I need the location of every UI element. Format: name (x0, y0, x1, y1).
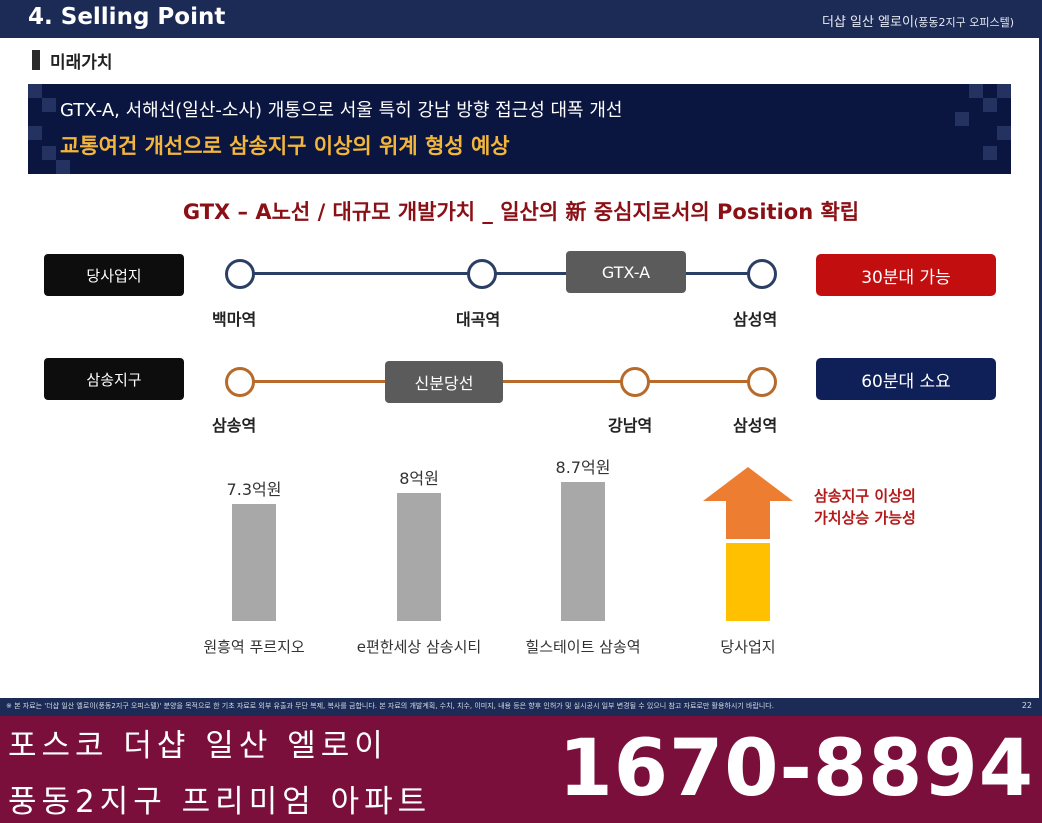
route-1-station-name-2: 대곡역 (456, 310, 501, 329)
section-marker (32, 50, 40, 70)
route-2-station-1 (225, 367, 255, 397)
headline: GTX – A노선 / 대규모 개발가치 _ 일산의 新 중심지로서의 Posi… (182, 200, 860, 224)
route-1-station-2 (467, 259, 497, 289)
banner-pattern (983, 98, 997, 112)
page-title: 4. Selling Point (28, 4, 226, 30)
route-2-station-name-2: 강남역 (608, 416, 653, 435)
footer-name-line-2: 풍동2지구 프리미엄 아파트 (8, 784, 432, 820)
summary-banner: GTX-A, 서해선(일산-소사) 개통으로 서울 특히 강남 방향 접근성 대… (28, 84, 1011, 174)
disclaimer-bar: ※ 본 자료는 '더샵 일산 엘로이(풍동2지구 오피스텔)' 분양을 목적으로… (0, 698, 1042, 716)
header-bar: 4. Selling Point 더샵 일산 엘로이(풍동2지구 오피스텔) (0, 0, 1042, 38)
route-1-station-3 (747, 259, 777, 289)
bar-3 (561, 481, 605, 621)
bar-value-label-3: 8.7억원 (555, 457, 611, 477)
phone-number[interactable]: 1670-8894 (558, 724, 1034, 814)
page-number: 22 (1021, 701, 1032, 710)
route-2-station-name-3: 삼성역 (733, 416, 778, 435)
banner-pattern (997, 126, 1011, 140)
route-1-station-1 (225, 259, 255, 289)
banner-pattern (28, 84, 42, 98)
bar-category-label-2: e편한세상 삼송시티 (356, 638, 482, 656)
bar-value-label-1: 7.3억원 (226, 480, 282, 499)
bar-category-label-3: 힐스테이트 삼송역 (525, 638, 641, 656)
annotation-line-2: 가치상승 가능성 (814, 509, 916, 527)
banner-pattern (997, 84, 1011, 98)
banner-line-1: GTX-A, 서해선(일산-소사) 개통으로 서울 특히 강남 방향 접근성 대… (60, 100, 623, 121)
banner-pattern (42, 98, 56, 112)
project-main-label: 더샵 일산 엘로이 (821, 15, 914, 30)
annotation-line-1: 삼송지구 이상의 (814, 487, 916, 505)
bar-category-label-1: 원흥역 푸르지오 (203, 638, 305, 656)
banner-line-2: 교통여건 개선으로 삼송지구 이상의 위계 형성 예상 (60, 134, 510, 158)
route-2-label: 삼송지구 (44, 358, 184, 400)
banner-pattern (56, 160, 70, 174)
project-sub-label: (풍동2지구 오피스텔) (913, 16, 1014, 29)
chart-annotation: 삼송지구 이상의 가치상승 가능성 (814, 485, 916, 529)
section-label: 미래가치 (50, 52, 113, 73)
banner-pattern (969, 84, 983, 98)
route-2-station-3 (747, 367, 777, 397)
route-1-station-name-1: 백마역 (212, 310, 257, 329)
banner-pattern (42, 146, 56, 160)
bar-category-label-4: 당사업지 (720, 638, 776, 656)
disclaimer-text: ※ 본 자료는 '더샵 일산 엘로이(풍동2지구 오피스텔)' 분양을 목적으로… (6, 702, 774, 710)
route-2-station-2 (620, 367, 650, 397)
route-2-station-name-1: 삼송역 (212, 416, 257, 435)
route-1-track (240, 272, 760, 275)
footer-banner: 포스코 더샵 일산 엘로이 풍동2지구 프리미엄 아파트 1670-8894 (0, 716, 1042, 823)
route-1-label: 당사업지 (44, 254, 184, 296)
route-2-result: 60분대 소요 (816, 358, 996, 400)
bar-2 (397, 492, 441, 621)
up-arrow-icon (703, 467, 793, 539)
bar-value-label-2: 8억원 (399, 468, 439, 488)
banner-pattern (28, 126, 42, 140)
project-name: 더샵 일산 엘로이(풍동2지구 오피스텔) (822, 11, 1014, 30)
section-heading: 미래가치 (32, 48, 113, 73)
footer-name-line-1: 포스코 더샵 일산 엘로이 (8, 728, 388, 764)
route-1-result: 30분대 가능 (816, 254, 996, 296)
bar-target (726, 543, 770, 621)
route-1-station-name-3: 삼성역 (733, 310, 778, 329)
banner-pattern (955, 112, 969, 126)
bar-1 (232, 504, 276, 621)
route-2-line-name: 신분당선 (385, 361, 503, 403)
banner-pattern (983, 146, 997, 160)
page-edge (1039, 38, 1042, 698)
route-1-line-name: GTX-A (566, 251, 686, 293)
